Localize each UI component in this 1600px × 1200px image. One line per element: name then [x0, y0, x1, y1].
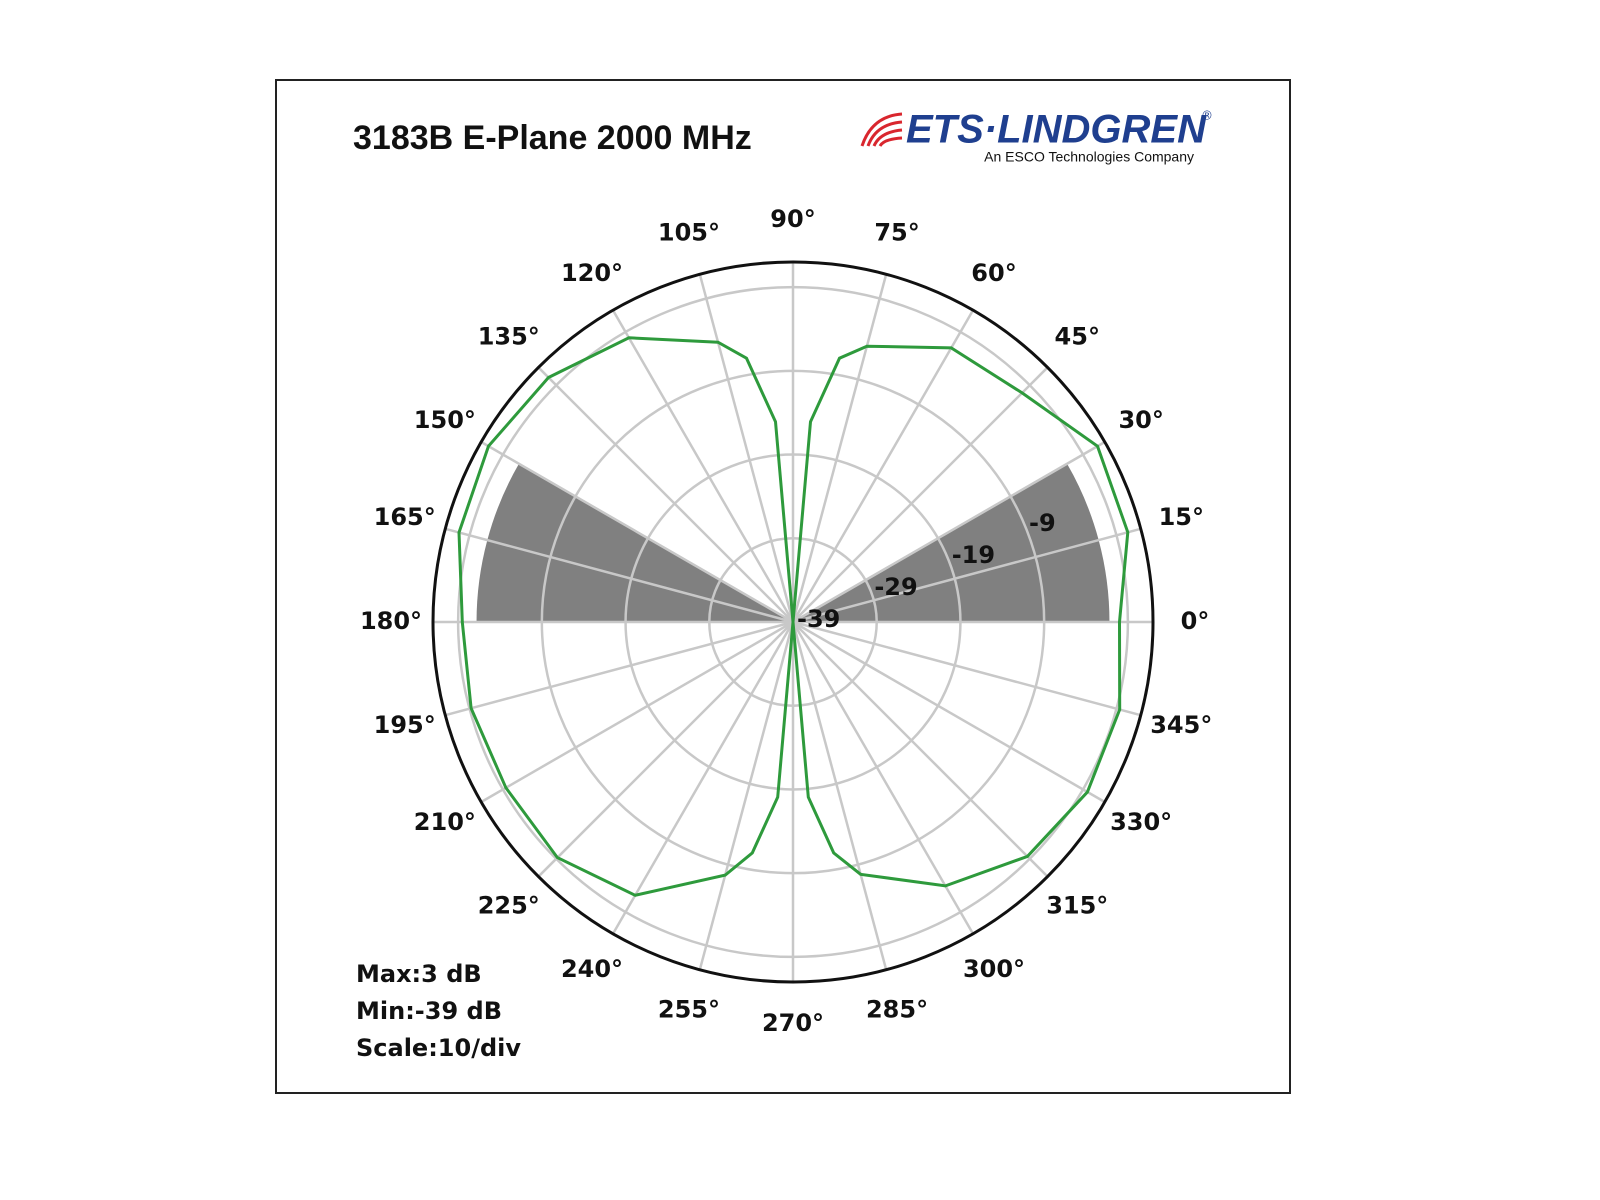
theta-tick-label: 30° — [1118, 406, 1163, 434]
grid-spoke — [698, 273, 795, 623]
theta-tick-label: 15° — [1159, 503, 1204, 531]
grid-spoke — [792, 620, 1106, 804]
r-tick-label: -9 — [1029, 509, 1056, 537]
logo-mark: ® — [1201, 109, 1213, 123]
theta-tick-label: 345° — [1150, 711, 1212, 739]
theta-tick-label: 300° — [963, 955, 1025, 983]
logo-icon — [860, 112, 903, 147]
theta-tick-label: 315° — [1046, 891, 1108, 919]
theta-tick-label: 270° — [762, 1009, 824, 1037]
r-tick-label: -19 — [952, 541, 995, 569]
theta-tick-label: 165° — [374, 503, 436, 531]
grid-spoke — [480, 440, 794, 624]
shaded-sector — [793, 463, 1110, 622]
grid-spoke — [791, 309, 975, 623]
stats-text: Min:-39 dB — [356, 997, 502, 1025]
grid-spoke — [792, 620, 1142, 717]
r-tick-label: -29 — [874, 573, 917, 601]
grid-spoke — [444, 620, 794, 717]
theta-tick-label: 180° — [360, 607, 422, 635]
theta-tick-label: 330° — [1110, 808, 1172, 836]
grid-spoke — [792, 527, 1142, 624]
theta-tick-label: 210° — [414, 808, 476, 836]
grid-spoke — [792, 440, 1106, 624]
theta-tick-label: 195° — [374, 711, 436, 739]
logo-name: ETS·LINDGREN — [906, 108, 1207, 152]
grid-spoke — [791, 273, 888, 623]
stats-text: Scale:10/div — [356, 1034, 521, 1062]
grid-spoke — [791, 621, 975, 935]
grid-spoke — [537, 621, 794, 878]
outer-circle — [431, 260, 1155, 984]
grid-spoke — [792, 366, 1049, 623]
theta-tick-label: 135° — [478, 323, 540, 351]
chart-title: 3183B E-Plane 2000 MHz — [353, 119, 752, 157]
theta-tick-label: 255° — [658, 995, 720, 1023]
theta-tick-label: 120° — [561, 259, 623, 287]
logo-tagline: An ESCO Technologies Company — [984, 149, 1194, 165]
grid-spoke — [480, 620, 794, 804]
grid-spoke — [611, 621, 795, 935]
theta-tick-label: 60° — [971, 259, 1016, 287]
theta-tick-label: 75° — [874, 219, 919, 247]
theta-tick-label: 105° — [658, 219, 720, 247]
grid-spoke — [792, 621, 1049, 878]
shaded-sector — [476, 463, 793, 622]
grid-spoke — [537, 366, 794, 623]
theta-tick-label: 90° — [770, 205, 815, 233]
pattern-line — [457, 336, 1130, 897]
grid-spoke — [611, 309, 795, 623]
theta-tick-label: 285° — [866, 995, 928, 1023]
polar-plot: 0° 15° 30° 45° 60° 75° 90° 105° 120° 135° 150° 165°… — [356, 205, 1212, 1062]
theta-tick-label: 45° — [1055, 323, 1100, 351]
theta-tick-label: 240° — [561, 955, 623, 983]
r-tick-label: -39 — [797, 605, 840, 633]
theta-tick-label: 150° — [414, 406, 476, 434]
grid-spoke — [791, 621, 888, 971]
grid-spoke — [444, 527, 794, 624]
theta-tick-label: 225° — [478, 891, 540, 919]
grid-spoke — [698, 621, 795, 971]
stats-text: Max:3 dB — [356, 960, 482, 988]
theta-tick-label: 0° — [1181, 607, 1210, 635]
